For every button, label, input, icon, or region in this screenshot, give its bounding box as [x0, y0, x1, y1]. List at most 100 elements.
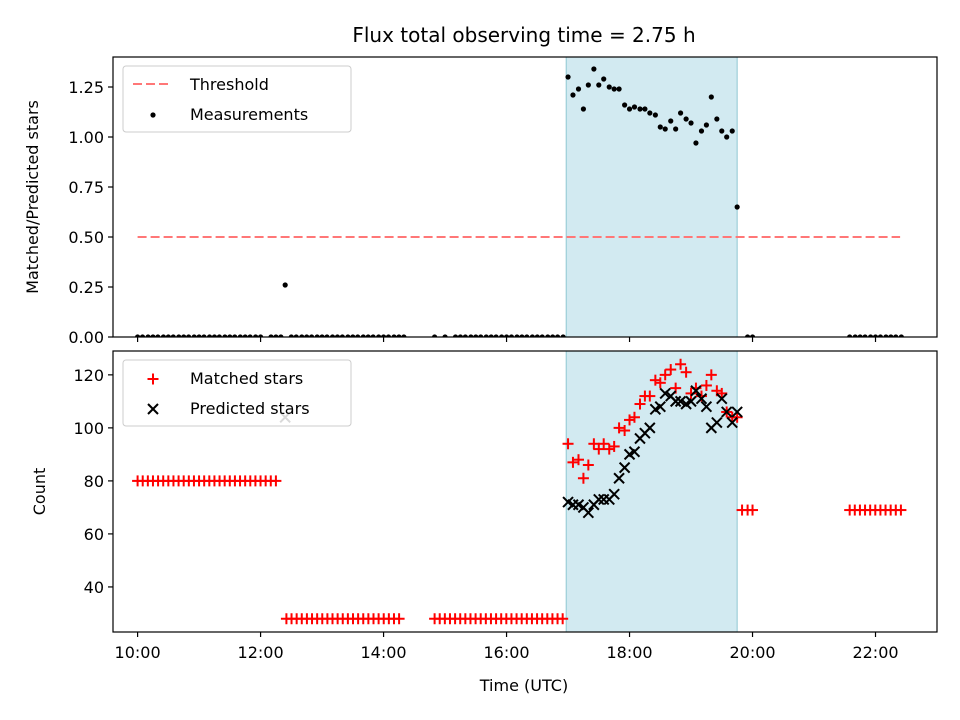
y-tick-label: 0.00 — [68, 328, 104, 347]
predicted-stars-point — [644, 422, 656, 434]
y-tick-label: 0.50 — [68, 228, 104, 247]
measurement-point — [616, 86, 622, 92]
matched-stars-point — [270, 475, 282, 487]
y-tick-label: 1.00 — [68, 128, 104, 147]
measurement-point — [432, 334, 438, 337]
y-tick-label: 100 — [73, 419, 104, 438]
legend-measurement-swatch — [150, 112, 156, 118]
measurement-point — [242, 334, 248, 337]
measurement-point — [591, 66, 597, 72]
x-stroke-b — [659, 387, 671, 400]
x-stroke-b — [669, 395, 682, 408]
measurement-point — [698, 128, 705, 134]
measurement-point — [673, 126, 679, 132]
x-tick-label: 12:00 — [238, 643, 284, 662]
measurement-point — [560, 334, 566, 337]
measurement-point — [150, 334, 156, 337]
measurement-point — [181, 334, 187, 337]
y-axis-label: Matched/Predicted stars — [23, 100, 42, 294]
legend: Matched stars Predicted stars — [122, 359, 352, 427]
measurement-point — [288, 334, 294, 337]
matched-stars-point — [613, 422, 625, 434]
measurement-point — [580, 106, 587, 112]
x-tick-label: 10:00 — [115, 643, 161, 662]
matched-stars-point — [582, 459, 594, 471]
predicted-stars-point — [700, 400, 713, 413]
measurement-point — [401, 334, 407, 337]
x-stroke-b — [572, 499, 585, 511]
x-stroke-b — [618, 461, 631, 474]
predicted-stars-point — [618, 461, 631, 474]
measurement-point — [601, 76, 607, 82]
measurement-point — [329, 334, 336, 337]
measurement-point — [734, 204, 740, 210]
measurement-point — [227, 334, 233, 337]
measurement-point — [622, 102, 628, 108]
matched-stars-point — [619, 425, 631, 437]
matched-stars-point — [675, 358, 687, 370]
measurement-point — [745, 334, 751, 337]
measurement-point — [473, 334, 479, 337]
measurement-point — [216, 334, 222, 337]
measurement-point — [468, 334, 474, 337]
matched-stars-point — [747, 504, 759, 516]
x-tick-label: 18:00 — [606, 643, 652, 662]
x-stroke-b — [711, 416, 723, 429]
measurement-point — [334, 334, 341, 337]
measurement-point — [570, 92, 576, 98]
x-stroke-b — [685, 395, 697, 408]
measurement-point — [862, 334, 868, 337]
y-tick-label: 1.25 — [68, 78, 104, 97]
legend-predicted-swatch — [147, 403, 159, 415]
measurement-point — [376, 334, 382, 337]
count-panel: 40 60 80 100 120 10:00 12:00 14:00 16:00 18:00 20:… — [30, 350, 938, 662]
measurement-point — [503, 334, 510, 337]
measurement-point — [452, 334, 459, 337]
measurement-point — [847, 334, 853, 337]
measurement-point — [211, 334, 218, 337]
measurement-point — [857, 334, 863, 337]
measurement-point — [703, 122, 710, 128]
measurement-point — [893, 334, 899, 337]
matched-stars-point — [577, 472, 589, 484]
measurement-point — [134, 334, 141, 337]
x-stroke-b — [644, 422, 656, 434]
measurement-point — [191, 334, 197, 337]
measurement-point — [370, 334, 376, 337]
measurement-point — [206, 334, 213, 337]
plot-marks — [132, 358, 907, 625]
measurement-point — [888, 334, 894, 337]
measurement-point — [631, 104, 638, 110]
measurement-point — [657, 124, 663, 130]
x-stroke-b — [577, 501, 590, 514]
measurement-point — [662, 126, 668, 132]
measurement-point — [499, 334, 505, 337]
observing-window-span — [565, 350, 738, 633]
measurement-point — [268, 334, 274, 337]
chart-title: Flux total observing time = 2.75 h — [352, 23, 695, 47]
x-stroke-b — [716, 393, 728, 405]
measurement-point — [391, 334, 397, 337]
measurement-point — [642, 106, 648, 112]
measurement-point — [273, 334, 279, 337]
measurement-point — [724, 134, 730, 140]
measurement-point — [488, 334, 494, 337]
matched-stars-point — [649, 374, 661, 386]
x-stroke-b — [608, 488, 620, 500]
measurement-point — [196, 334, 202, 337]
measurement-point — [165, 334, 171, 337]
x-stroke-b — [582, 507, 595, 519]
y-axis-label: Count — [30, 468, 49, 516]
matched-stars-point — [572, 454, 584, 466]
x-stroke-b — [695, 393, 708, 405]
legend-box — [122, 65, 352, 133]
predicted-stars-point — [690, 385, 702, 397]
measurement-point — [299, 334, 305, 337]
measurement-point — [247, 334, 253, 337]
x-stroke-b — [731, 406, 743, 418]
measurement-point — [186, 334, 192, 337]
measurement-point — [201, 334, 207, 337]
predicted-stars-point — [593, 493, 605, 506]
measurement-point — [314, 334, 320, 337]
